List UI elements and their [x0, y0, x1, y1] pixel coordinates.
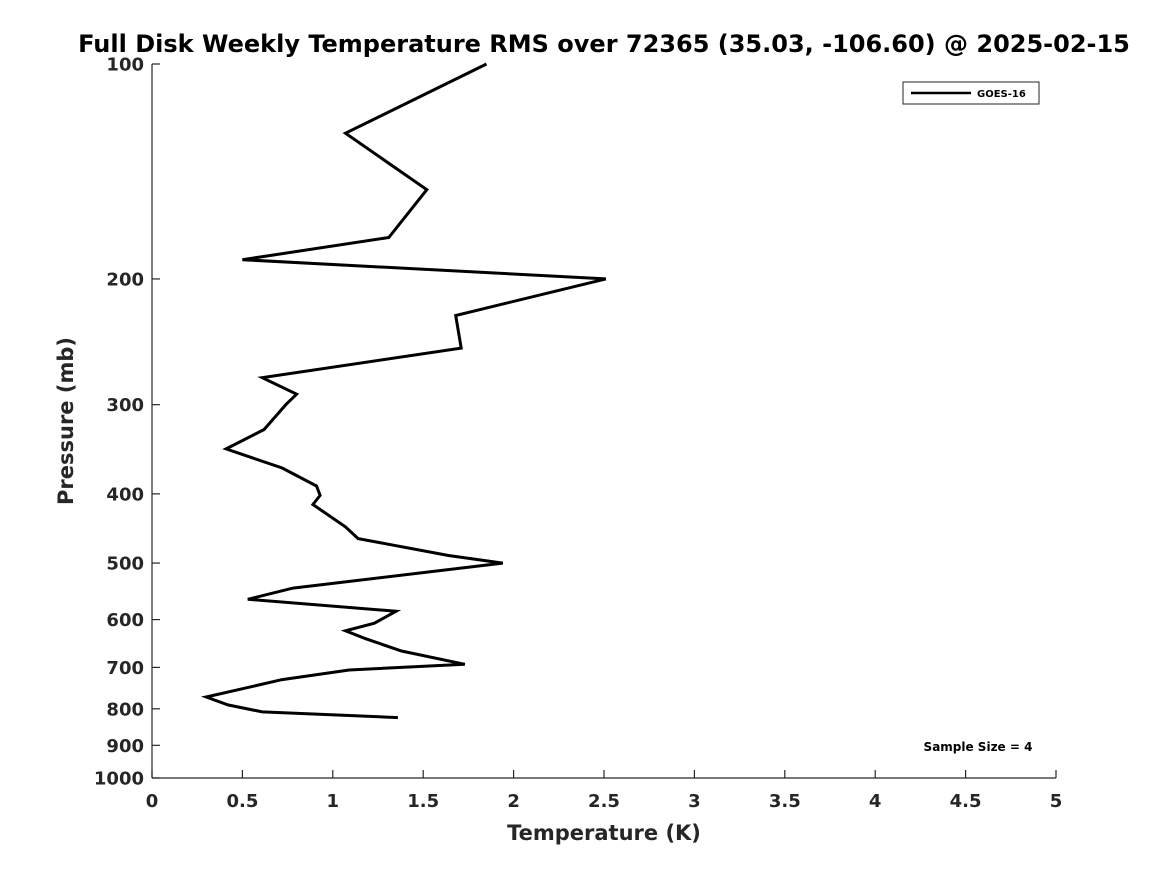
y-tick-label: 300	[106, 395, 144, 416]
y-tick-label: 400	[106, 484, 144, 505]
y-axis-label: Pressure (mb)	[54, 337, 78, 505]
series-line	[200, 62, 607, 720]
series-layer	[200, 62, 607, 720]
y-tick-label: 900	[106, 736, 144, 757]
x-tick-label: 1	[327, 791, 340, 812]
x-tick-label: 3	[688, 791, 701, 812]
legend: GOES-16	[902, 81, 1040, 105]
legend-label: GOES-16	[977, 89, 1026, 100]
x-tick-label: 4.5	[950, 791, 982, 812]
y-tick-label: 500	[106, 554, 144, 575]
chart-title: Full Disk Weekly Temperature RMS over 72…	[78, 30, 1130, 58]
y-tick-label: 1000	[94, 769, 144, 790]
sample-size-annotation: Sample Size = 4	[924, 740, 1033, 754]
x-tick-label: 3.5	[769, 791, 801, 812]
y-axis-ticks: 100 200 300 400 500 600 700 800 900 1000	[94, 55, 160, 790]
x-axis-ticks: 0 0.5 1 1.5 2 2.5 3 3.5 4 4.5 5	[146, 770, 1063, 812]
x-tick-label: 2	[507, 791, 520, 812]
y-tick-label: 100	[106, 55, 144, 76]
y-tick-label: 200	[106, 269, 144, 290]
y-tick-label: 700	[106, 658, 144, 679]
y-tick-label: 600	[106, 610, 144, 631]
y-tick-label: 800	[106, 699, 144, 720]
x-tick-label: 2.5	[588, 791, 620, 812]
x-tick-label: 0.5	[226, 791, 258, 812]
x-tick-label: 1.5	[407, 791, 439, 812]
x-tick-label: 0	[146, 791, 159, 812]
x-tick-label: 5	[1050, 791, 1063, 812]
x-tick-label: 4	[869, 791, 882, 812]
x-axis-label: Temperature (K)	[507, 821, 701, 845]
